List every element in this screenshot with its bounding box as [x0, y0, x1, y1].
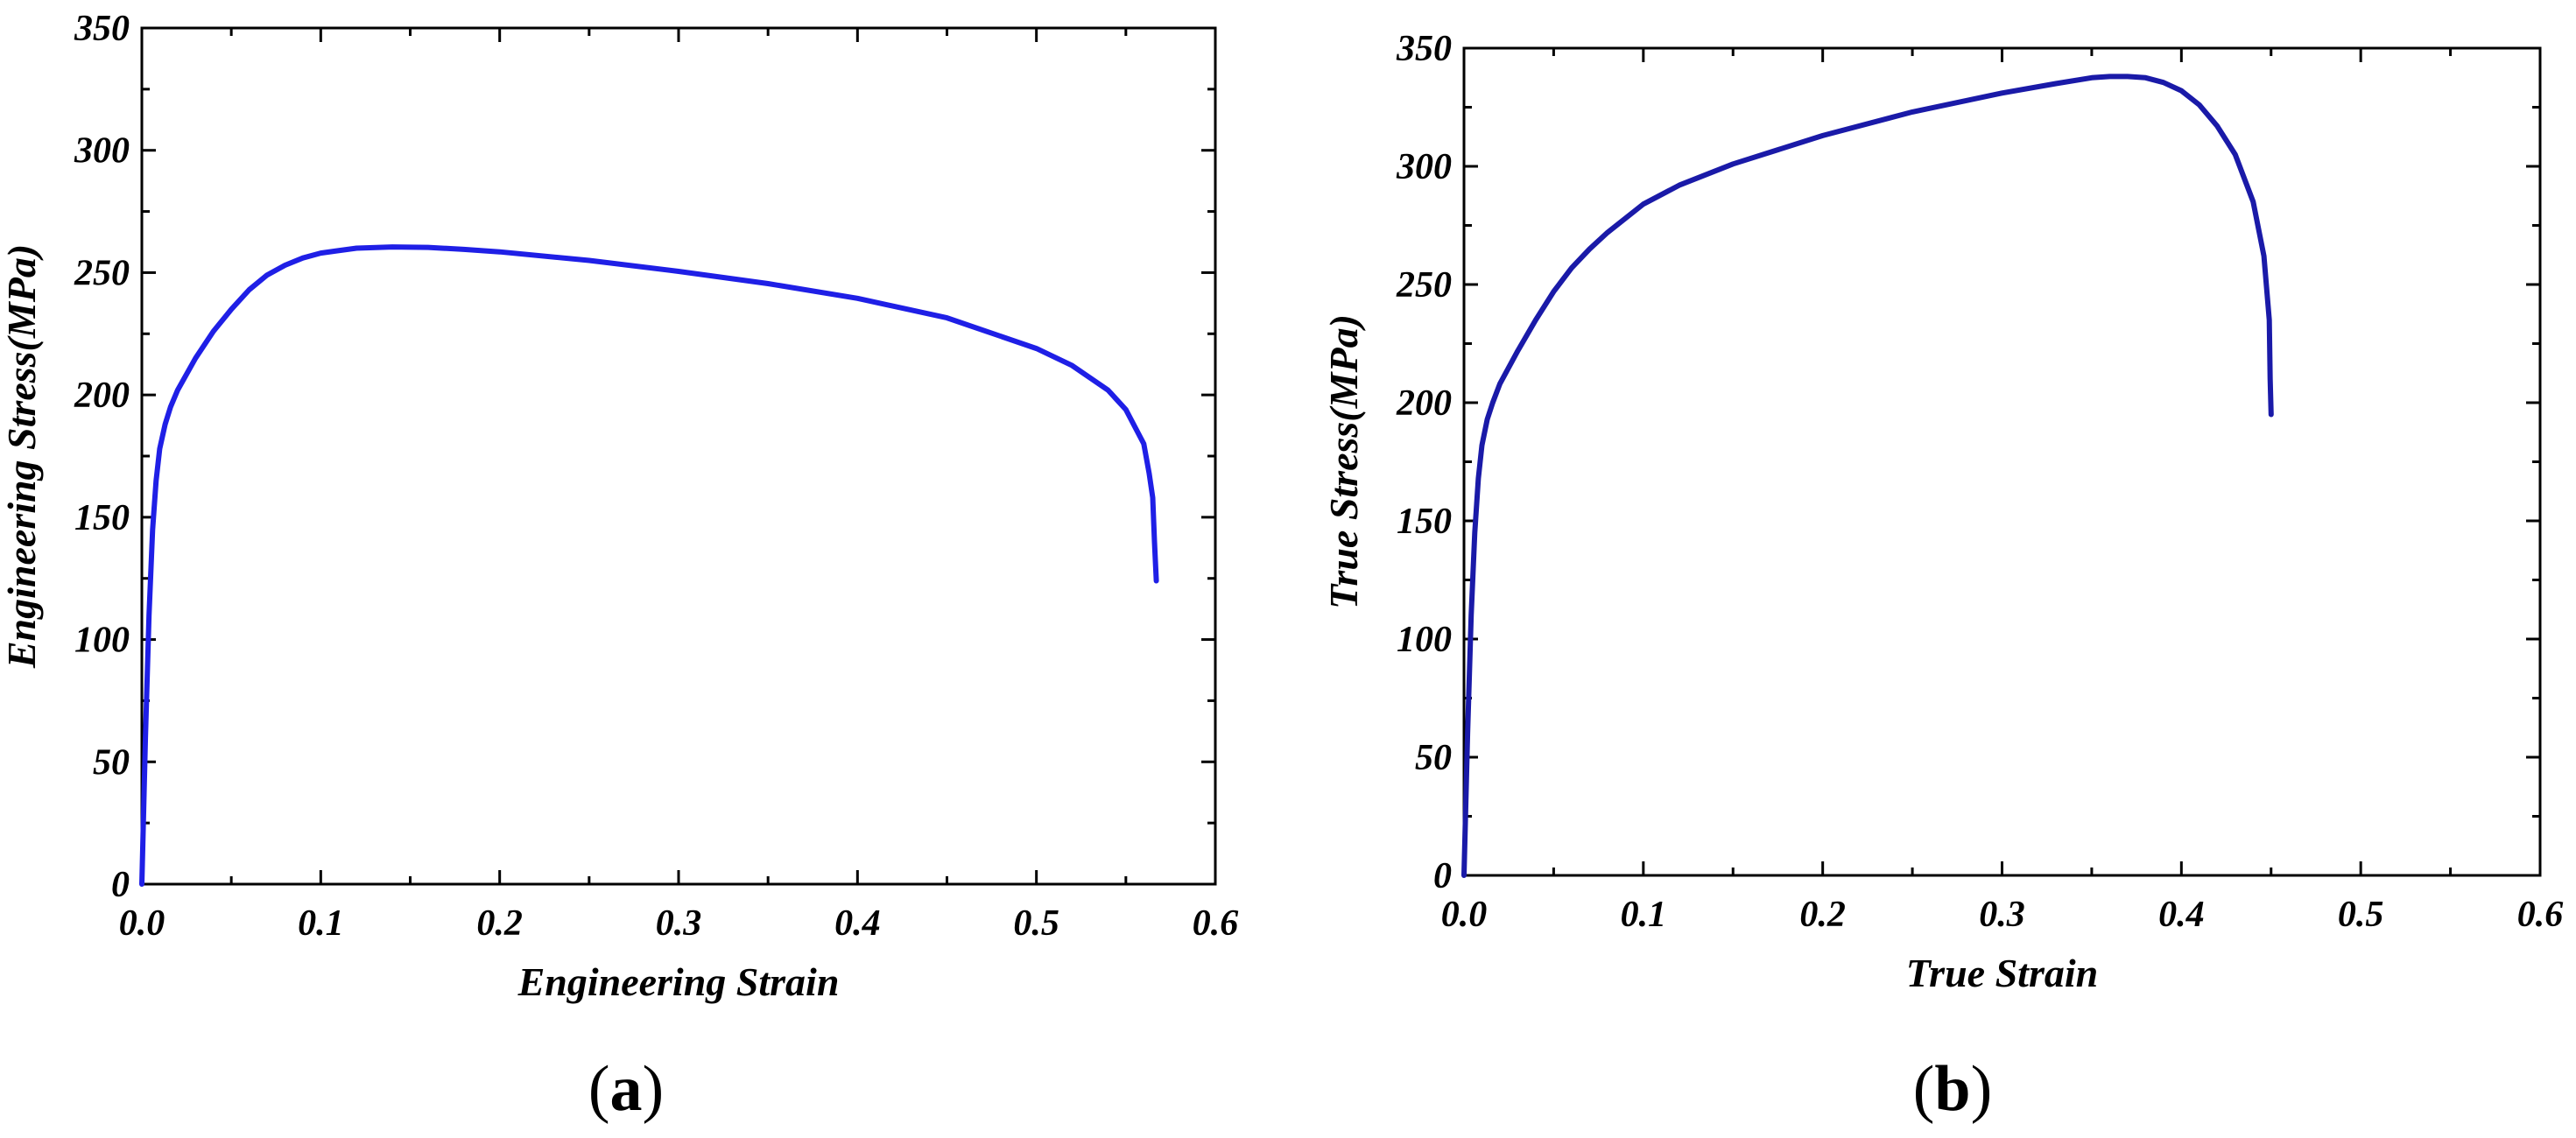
y-tick-label: 0	[111, 865, 130, 905]
y-axis-title: Engineering Stress(MPa)	[0, 244, 44, 669]
y-tick-label: 350	[1396, 29, 1452, 69]
x-tick-label: 0.3	[656, 903, 702, 944]
y-tick-label: 100	[74, 621, 130, 661]
panel-label-paren-close: )	[643, 1053, 665, 1125]
y-tick-label: 50	[1415, 738, 1452, 778]
y-tick-label: 250	[1396, 265, 1452, 306]
x-tick-label: 0.2	[1799, 895, 1846, 935]
y-tick-label: 300	[1396, 147, 1452, 187]
y-tick-label: 150	[74, 498, 130, 538]
x-axis-title: True Strain	[1906, 951, 2098, 995]
chart-panel-a: 0.0 0.1 0.2 0.3 0.4 0.5 0.6 0 50 100 150 200 250 300 3…	[0, 9, 1238, 1125]
y-tick-label: 0	[1433, 856, 1452, 896]
y-tick-label: 250	[74, 253, 130, 293]
panel-label: (b)	[1913, 1053, 1992, 1125]
x-tick-label: 0.4	[834, 903, 881, 944]
x-tick-label: 0.0	[1441, 895, 1488, 935]
x-tick-label: 0.0	[119, 903, 165, 944]
panel-label: (a)	[588, 1053, 664, 1125]
y-tick-label: 200	[74, 376, 130, 416]
chart-panel-b: 0.0 0.1 0.2 0.3 0.4 0.5 0.6 0 50 100 150 200 250 300 3…	[1321, 29, 2563, 1125]
panel-label-letter: b	[1934, 1053, 1970, 1125]
y-tick-label: 50	[93, 742, 130, 783]
panel-label-paren-open: (	[1913, 1053, 1935, 1125]
x-axis-title: Engineering Strain	[517, 959, 840, 1004]
x-tick-label: 0.4	[2158, 895, 2205, 935]
plot-frame	[140, 26, 1217, 886]
x-tick-label: 0.3	[1979, 895, 2025, 935]
y-tick-label: 150	[1397, 502, 1452, 542]
y-tick-label: 300	[74, 131, 130, 172]
y-tick-label: 200	[1396, 383, 1452, 424]
x-tick-label: 0.5	[1013, 903, 1059, 944]
series-line	[139, 244, 1159, 887]
y-axis-title: True Stress(MPa)	[1321, 314, 1366, 609]
x-tick-label: 0.6	[1193, 903, 1239, 944]
x-tick-label: 0.1	[298, 903, 344, 944]
x-tick-label: 0.5	[2338, 895, 2384, 935]
panel-label-paren-open: (	[588, 1053, 610, 1125]
x-tick-label: 0.2	[476, 903, 523, 944]
x-tick-label: 0.1	[1621, 895, 1667, 935]
panel-label-letter: a	[610, 1053, 643, 1125]
plot-frame	[1462, 46, 2542, 877]
series-line	[1461, 74, 2274, 878]
y-tick-label: 100	[1397, 620, 1452, 660]
x-tick-label: 0.6	[2517, 895, 2564, 935]
panel-label-paren-close: )	[1971, 1053, 1993, 1125]
y-tick-label: 350	[74, 9, 130, 49]
